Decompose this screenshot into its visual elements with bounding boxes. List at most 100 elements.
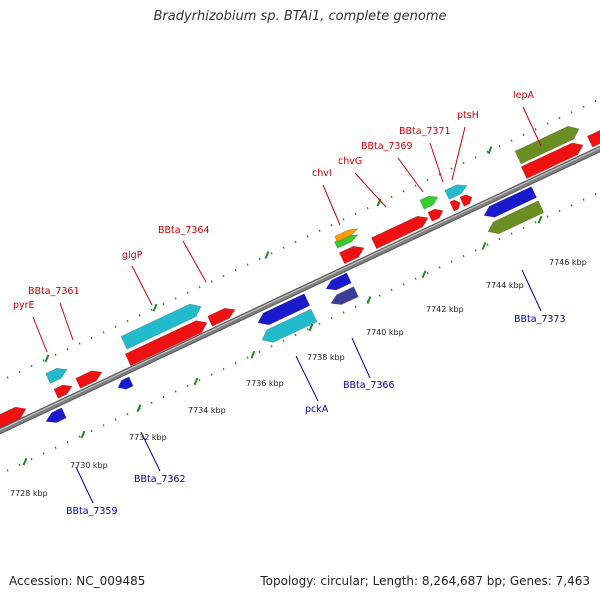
reverse-strand-minor-tick — [306, 328, 309, 331]
forward-strand-minor-tick — [594, 99, 597, 103]
forward-strand-minor-tick — [306, 235, 309, 238]
reverse-strand-minor-tick — [342, 311, 345, 314]
reverse-strand-minor-tick — [210, 373, 213, 376]
BBta_7371-gene-block — [444, 184, 468, 200]
forward-strand-minor-tick — [126, 319, 129, 323]
reverse-strand-minor-tick — [378, 294, 381, 297]
forward-strand-minor-tick — [354, 212, 357, 216]
forward-strand-minor-tick — [318, 229, 321, 232]
reverse-strand-minor-tick — [6, 469, 9, 472]
pckA-gene-block — [261, 308, 318, 343]
gene-arrow — [45, 407, 67, 423]
forward-strand-minor-tick — [42, 359, 45, 362]
reverse-strand-minor-tick — [54, 446, 57, 450]
forward-strand-minor-tick — [414, 184, 417, 187]
map-title: Bradyrhizobium sp. BTAi1, complete genom… — [153, 9, 447, 24]
gene-arrow — [0, 406, 27, 428]
reverse-label-leader — [140, 431, 161, 472]
gene-arrow — [207, 307, 236, 327]
forward-gene-label: BBta_7371 — [399, 126, 451, 137]
forward-strand-minor-tick — [426, 178, 429, 182]
BBta_7364-gene-block — [120, 303, 202, 350]
reverse-strand-minor-tick — [102, 424, 105, 427]
reverse-gene-label: BBta_7366 — [343, 380, 395, 391]
chvI-gene-block — [334, 228, 359, 243]
forward-strand-minor-tick — [174, 297, 177, 300]
strand-ticks — [6, 99, 597, 472]
reverse-strand-minor-tick — [414, 277, 417, 280]
forward-label-leader — [429, 142, 444, 183]
gene-arrow — [370, 215, 429, 250]
forward-strand-minor-tick — [210, 280, 213, 283]
gene-arrow — [427, 208, 444, 222]
backbone-highlight — [0, 147, 600, 431]
forward-label-leader — [182, 240, 207, 283]
gene-arrow — [75, 370, 103, 389]
forward-strand-minor-tick — [282, 246, 285, 249]
forward-strand-minor-tick — [90, 336, 93, 340]
forward-label-leader — [32, 316, 48, 353]
gene-labels: pyrE BBta_7361 glgP BBta_7364 chvI chvG BBta_7… — [13, 90, 566, 517]
reverse-strand-minor-tick — [186, 384, 189, 388]
forward-strand-minor-tick — [582, 105, 585, 108]
forward-strand-minor-tick — [258, 257, 261, 261]
forward-strand-minor-tick — [6, 376, 9, 379]
reverse-strand-minor-tick — [498, 237, 501, 241]
reverse-gene-label: BBta_7373 — [514, 314, 566, 325]
gene-arrow — [483, 186, 538, 218]
reverse-strand-minor-tick — [486, 243, 489, 247]
gene-arrow — [449, 199, 461, 212]
forward-strand-minor-tick — [138, 314, 141, 317]
gene-arrow — [117, 376, 134, 390]
reverse-strand-minor-tick — [390, 288, 393, 292]
reverse-strand-minor-tick — [474, 249, 477, 252]
reverse-strand-minor-tick — [558, 209, 561, 213]
reverse-strand-minor-tick — [282, 339, 285, 342]
forward-gene-label: chvI — [312, 168, 332, 179]
forward-label-leader — [322, 184, 341, 226]
reverse-strand-minor-tick — [246, 356, 249, 359]
BBta_7361-gene-block — [45, 367, 68, 384]
forward-strand-minor-tick — [546, 122, 549, 125]
reverse-strand-minor-tick — [330, 316, 333, 320]
gene-arrow — [459, 194, 473, 207]
reverse-strand-minor-tick — [30, 457, 33, 461]
reverse-strand-minor-tick — [234, 362, 237, 365]
reverse-strand-minor-tick — [174, 390, 177, 393]
reverse-gene-label: pckA — [305, 404, 329, 415]
forward-strand-minor-tick — [198, 285, 201, 289]
reverse-strand-minor-tick — [546, 215, 549, 218]
scale-label: 7742 kbp — [426, 305, 464, 314]
reverse-strand-minor-tick — [450, 260, 453, 263]
forward-label-leader — [397, 157, 424, 193]
genome-summary-text: Topology: circular; Length: 8,264,687 bp… — [260, 574, 590, 588]
reverse-strand-minor-tick — [198, 378, 201, 382]
forward-strand-minor-tick — [402, 190, 405, 193]
forward-gene-label: chvG — [338, 156, 362, 167]
reverse-strand-minor-tick — [42, 452, 45, 455]
forward-strand-minor-tick — [270, 252, 273, 255]
forward-label-leader — [451, 126, 466, 181]
reverse-label-leader — [521, 269, 542, 312]
forward-strand-minor-tick — [558, 116, 561, 120]
forward-strand-minor-tick — [486, 150, 489, 154]
BBta_7366-gene-block — [330, 286, 359, 305]
gene-features — [0, 125, 600, 428]
forward-label-leader — [354, 172, 387, 208]
reverse-strand-minor-tick — [126, 412, 129, 416]
reverse-strand-minor-tick — [438, 266, 441, 269]
forward-gene-label: BBta_7361 — [28, 286, 80, 297]
reverse-strand-minor-tick — [462, 254, 465, 258]
forward-strand-minor-tick — [114, 325, 117, 328]
reverse-strand-minor-tick — [90, 429, 93, 433]
forward-label-leader — [59, 302, 74, 341]
forward-strand-minor-tick — [102, 331, 105, 334]
forward-strand-minor-tick — [294, 240, 297, 244]
reverse-strand-major-tick — [193, 377, 199, 386]
reverse-strand-minor-tick — [582, 198, 585, 201]
reverse-strand-major-tick — [366, 296, 372, 304]
genome-backbone — [0, 145, 600, 435]
reverse-strand-minor-tick — [522, 226, 525, 230]
gene-arrow — [325, 272, 352, 291]
